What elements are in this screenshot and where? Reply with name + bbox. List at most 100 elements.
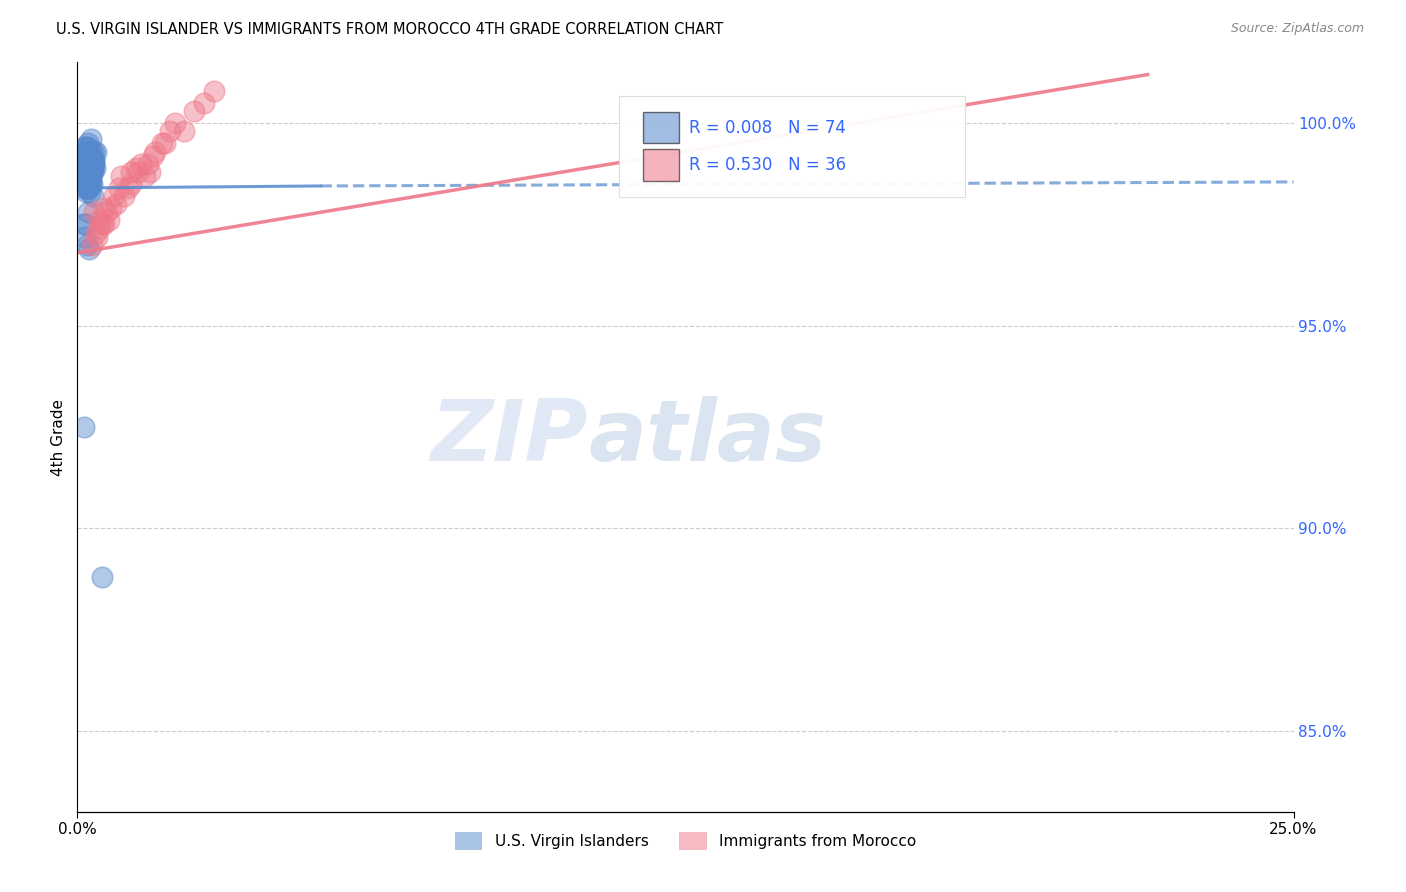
Point — [129, 157, 152, 171]
FancyBboxPatch shape — [643, 149, 679, 181]
Point — [90, 570, 112, 584]
Point — [105, 197, 128, 211]
Point — [77, 148, 100, 162]
Point — [193, 95, 215, 110]
Point — [73, 169, 96, 183]
Point — [79, 153, 101, 167]
Point — [107, 181, 129, 195]
Point — [83, 205, 105, 219]
Point — [80, 148, 103, 162]
Point — [163, 116, 186, 130]
Point — [76, 173, 98, 187]
Point — [72, 157, 94, 171]
Point — [77, 165, 100, 179]
Point — [117, 181, 139, 195]
Point — [142, 148, 165, 162]
Point — [134, 169, 156, 183]
Point — [82, 189, 104, 203]
Point — [76, 140, 98, 154]
Point — [89, 213, 111, 227]
Point — [75, 173, 97, 187]
Point — [83, 153, 105, 167]
Point — [77, 136, 100, 151]
Point — [80, 177, 103, 191]
Point — [183, 103, 205, 118]
Point — [153, 136, 176, 151]
Point — [84, 145, 107, 159]
Point — [120, 177, 142, 191]
Point — [80, 173, 103, 187]
Legend: U.S. Virgin Islanders, Immigrants from Morocco: U.S. Virgin Islanders, Immigrants from M… — [449, 826, 922, 856]
Point — [120, 165, 142, 179]
Point — [100, 201, 122, 215]
Y-axis label: 4th Grade: 4th Grade — [51, 399, 66, 475]
Text: R = 0.008   N = 74: R = 0.008 N = 74 — [689, 119, 846, 136]
Point — [75, 177, 97, 191]
Point — [97, 213, 120, 227]
Point — [79, 153, 101, 167]
Point — [77, 173, 100, 187]
Point — [80, 148, 103, 162]
Text: Source: ZipAtlas.com: Source: ZipAtlas.com — [1230, 22, 1364, 36]
Point — [75, 181, 97, 195]
Point — [136, 157, 159, 171]
Point — [80, 157, 103, 171]
Point — [77, 173, 100, 187]
Point — [82, 161, 104, 175]
Point — [75, 173, 97, 187]
Point — [202, 84, 225, 98]
Point — [152, 136, 174, 151]
Point — [77, 165, 100, 179]
Point — [79, 169, 101, 183]
Point — [82, 161, 104, 175]
Point — [73, 145, 96, 159]
Point — [93, 201, 115, 215]
Point — [76, 165, 98, 179]
Point — [84, 226, 107, 240]
Point — [76, 237, 98, 252]
Point — [79, 242, 101, 256]
Point — [127, 165, 149, 179]
Point — [76, 177, 98, 191]
Point — [77, 205, 100, 219]
Point — [82, 157, 104, 171]
Point — [79, 169, 101, 183]
Point — [80, 165, 103, 179]
Point — [72, 145, 94, 159]
Point — [75, 157, 97, 171]
Point — [80, 157, 103, 171]
Point — [72, 169, 94, 183]
Point — [86, 229, 108, 244]
Text: U.S. VIRGIN ISLANDER VS IMMIGRANTS FROM MOROCCO 4TH GRADE CORRELATION CHART: U.S. VIRGIN ISLANDER VS IMMIGRANTS FROM … — [56, 22, 724, 37]
Point — [125, 161, 148, 175]
Point — [80, 177, 103, 191]
Point — [77, 165, 100, 179]
Point — [73, 420, 96, 434]
Point — [76, 161, 98, 175]
Point — [83, 153, 105, 167]
Point — [112, 189, 135, 203]
Point — [80, 169, 103, 183]
Point — [103, 189, 125, 203]
Text: ZIP: ZIP — [430, 395, 588, 479]
Point — [77, 145, 100, 159]
Point — [93, 218, 115, 232]
Point — [77, 148, 100, 162]
Point — [90, 218, 112, 232]
Point — [79, 185, 101, 199]
Point — [83, 145, 105, 159]
Point — [82, 165, 104, 179]
Point — [82, 161, 104, 175]
Point — [76, 181, 98, 195]
Point — [139, 165, 162, 179]
Point — [75, 185, 97, 199]
Point — [79, 177, 101, 191]
Point — [77, 169, 100, 183]
Point — [76, 153, 98, 167]
Point — [80, 132, 103, 146]
Point — [75, 218, 97, 232]
Point — [79, 181, 101, 195]
Point — [75, 148, 97, 162]
Point — [173, 124, 195, 138]
Text: atlas: atlas — [588, 395, 827, 479]
